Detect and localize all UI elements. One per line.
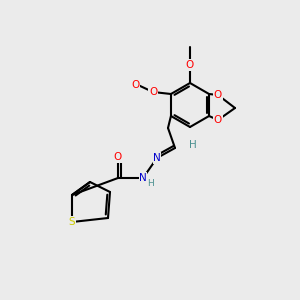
Text: O: O — [214, 90, 222, 100]
Text: H: H — [189, 140, 197, 150]
Text: S: S — [69, 217, 75, 227]
Text: O: O — [114, 152, 122, 162]
Text: H: H — [147, 178, 153, 188]
Text: N: N — [139, 173, 147, 183]
Text: O: O — [131, 80, 139, 90]
Text: O: O — [214, 115, 222, 125]
Text: O: O — [186, 60, 194, 70]
Text: O: O — [149, 87, 157, 97]
Text: N: N — [153, 153, 161, 163]
